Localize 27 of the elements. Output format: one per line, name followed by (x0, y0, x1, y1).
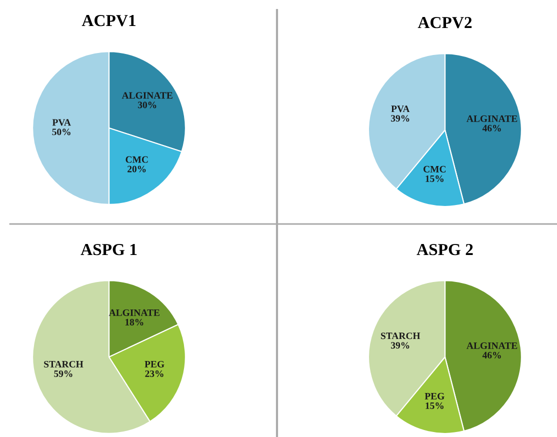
slice-label: ALGINATE (466, 342, 518, 349)
data-label: 30% (138, 102, 156, 108)
slice-label: PEG (144, 360, 164, 368)
slice-label: PVA (52, 119, 71, 126)
slice-label: PEG (424, 392, 444, 400)
slice-label: ALGINATE (466, 115, 518, 122)
chart-title: ASPG 1 (80, 244, 137, 256)
chart-title: ASPG 2 (416, 244, 473, 256)
slice-label: CMC (424, 166, 446, 172)
slice-label: ALGINATE (122, 92, 172, 99)
data-label: 46% (482, 124, 501, 132)
data-label: 15% (426, 402, 444, 409)
slice-label: CMC (126, 156, 148, 163)
chart-title: ACPV1 (82, 14, 136, 26)
slice-label: PVA (391, 106, 410, 112)
data-label: 20% (128, 166, 146, 172)
data-label: 39% (391, 342, 410, 349)
data-label: 59% (54, 370, 72, 378)
chart-title: ACPV2 (418, 16, 472, 28)
slice-label: STARCH (381, 332, 420, 340)
data-label: 23% (145, 370, 164, 378)
data-label: 18% (125, 318, 144, 326)
data-label: 39% (391, 115, 410, 122)
data-label: 46% (482, 352, 501, 358)
data-label: 50% (52, 128, 70, 136)
slice-label: STARCH (44, 360, 84, 368)
data-label: 15% (426, 175, 444, 182)
